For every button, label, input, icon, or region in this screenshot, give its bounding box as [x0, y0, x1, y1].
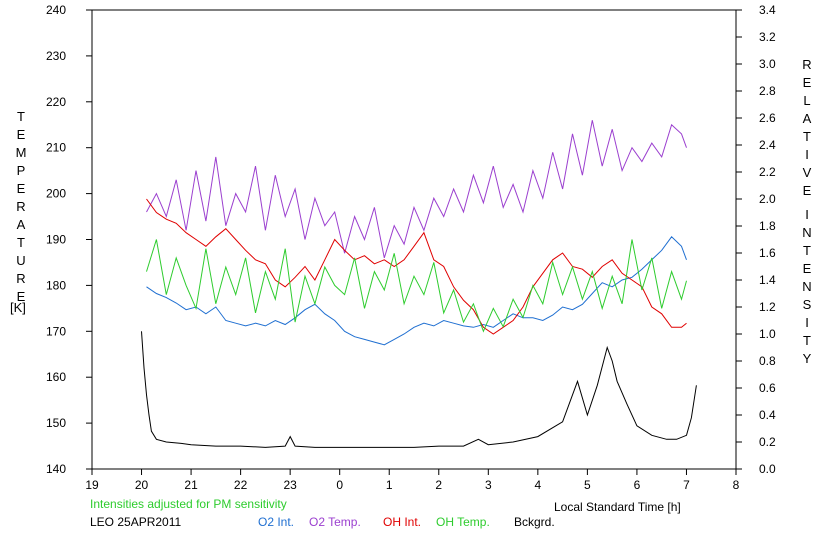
right-axis-ticks: 0.0 0.2 0.4 0.6 0.8 1.0 1.2 1.4 1.6 1.8 2.0 2.2 2.4 2…	[736, 3, 776, 476]
right-axis-label-letter: E	[802, 261, 812, 276]
left-axis-label-letter: T	[17, 235, 25, 250]
left-axis-label-letter: A	[16, 217, 26, 232]
right-axis-label-letter: R	[802, 57, 812, 72]
right-axis-label-letter: S	[802, 297, 812, 312]
right-axis-label-letter: I	[805, 315, 809, 330]
left-axis-label-letter: R	[16, 271, 26, 286]
right-tick-label: 1.6	[759, 246, 776, 260]
left-axis-label-letter: T	[17, 109, 25, 124]
series-line-oh-temp	[146, 239, 687, 333]
legend-oh-temp: OH Temp.	[436, 515, 490, 529]
left-axis-label-letter: E	[16, 127, 26, 142]
x-tick-label: 7	[683, 478, 690, 492]
right-tick-label: 1.0	[759, 327, 776, 341]
right-tick-label: 1.8	[759, 219, 776, 233]
pm-sensitivity-note: Intensities adjusted for PM sensitivity	[90, 497, 287, 511]
right-tick-label: 0.6	[759, 381, 776, 395]
left-axis-label-letter: E	[16, 181, 26, 196]
x-tick-label: 19	[85, 478, 99, 492]
left-tick-label: 210	[46, 141, 66, 155]
left-tick-label: 180	[46, 278, 66, 292]
right-axis-label-letter: N	[802, 225, 812, 240]
right-tick-label: 2.8	[759, 84, 776, 98]
left-tick-label: 140	[46, 462, 66, 476]
legend-o2-temp: O2 Temp.	[309, 515, 361, 529]
right-tick-label: 2.6	[759, 111, 776, 125]
left-tick-label: 150	[46, 416, 66, 430]
left-tick-label: 160	[46, 370, 66, 384]
series-group	[141, 120, 697, 448]
left-tick-label: 170	[46, 324, 66, 338]
left-axis-ticks: 140 150 160 170 180 190 200 210 220 230 240	[46, 3, 92, 476]
x-tick-label: 8	[733, 478, 740, 492]
legend-o2-int: O2 Int.	[258, 515, 295, 529]
left-tick-label: 190	[46, 233, 66, 247]
x-tick-label: 21	[184, 478, 198, 492]
left-axis-label-letter: U	[16, 253, 26, 268]
series-line-bckgrd	[141, 331, 697, 448]
right-tick-label: 0.8	[759, 354, 776, 368]
x-axis-ticks: 19 20 21 22 23 0 1 2 3 4 5 6 7 8	[85, 469, 740, 492]
left-axis-label-letter: P	[16, 163, 26, 178]
x-tick-label: 3	[485, 478, 492, 492]
x-tick-label: 4	[535, 478, 542, 492]
right-tick-label: 1.4	[759, 273, 776, 287]
series-line-oh-int	[146, 198, 687, 335]
left-tick-label: 230	[46, 49, 66, 63]
right-tick-label: 3.0	[759, 57, 776, 71]
right-tick-label: 0.4	[759, 408, 776, 422]
left-axis-unit: [K]	[10, 300, 26, 315]
right-tick-label: 2.4	[759, 138, 776, 152]
right-axis-label-letter: N	[802, 279, 812, 294]
left-axis-label-letter: M	[15, 145, 27, 160]
right-axis-label-letter: A	[802, 111, 812, 126]
series-line-o2-int	[146, 236, 687, 346]
x-tick-label: 20	[135, 478, 149, 492]
left-axis-label-letter: E	[16, 289, 26, 304]
left-tick-label: 200	[46, 187, 66, 201]
legend-bckgrd: Bckgrd.	[514, 515, 555, 529]
right-tick-label: 3.4	[759, 3, 776, 17]
legend-oh-int: OH Int.	[383, 515, 422, 529]
right-tick-label: 0.0	[759, 462, 776, 476]
right-tick-label: 2.2	[759, 165, 776, 179]
right-tick-label: 0.2	[759, 435, 776, 449]
right-axis-label-letter: E	[802, 183, 812, 198]
right-tick-label: 2.0	[759, 192, 776, 206]
site-date: LEO 25APR2011	[90, 515, 182, 529]
right-axis-label-letter: T	[803, 129, 811, 144]
x-tick-label: 2	[435, 478, 442, 492]
right-axis-label-letter: L	[803, 93, 811, 108]
left-tick-label: 220	[46, 95, 66, 109]
right-tick-label: 1.2	[759, 300, 776, 314]
x-tick-label: 0	[336, 478, 343, 492]
x-axis-label: Local Standard Time [h]	[554, 500, 681, 514]
x-tick-label: 1	[386, 478, 393, 492]
right-axis-label-letter: E	[802, 75, 812, 90]
left-axis-label-letter: R	[16, 199, 26, 214]
right-axis-label-letter: V	[802, 165, 812, 180]
right-axis-label-letter: Y	[802, 351, 812, 366]
x-tick-label: 5	[584, 478, 591, 492]
plot-frame	[91, 9, 737, 470]
x-tick-label: 23	[283, 478, 297, 492]
right-axis-label-letter: I	[805, 147, 809, 162]
x-tick-label: 6	[634, 478, 641, 492]
left-tick-label: 240	[46, 3, 66, 17]
x-tick-label: 22	[234, 478, 248, 492]
series-line-o2-temp	[146, 120, 687, 259]
right-tick-label: 3.2	[759, 30, 776, 44]
right-axis-label-letter: I	[805, 207, 809, 222]
right-axis-label-letter: T	[803, 243, 811, 258]
right-axis-label-letter: T	[803, 333, 811, 348]
